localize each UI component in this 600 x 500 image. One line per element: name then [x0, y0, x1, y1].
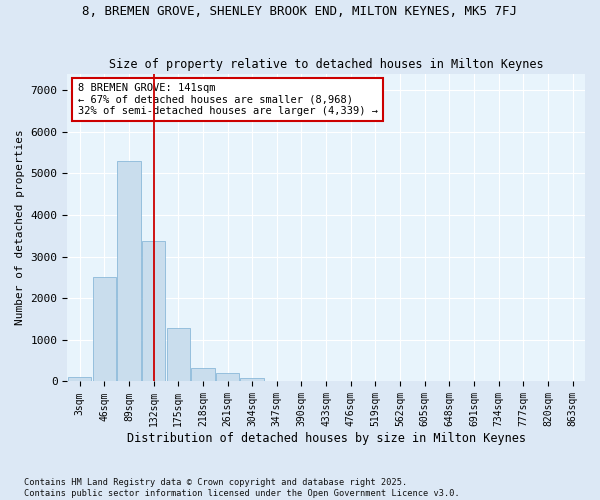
- Bar: [216, 373, 239, 382]
- Bar: [167, 328, 190, 382]
- Bar: [241, 378, 264, 382]
- X-axis label: Distribution of detached houses by size in Milton Keynes: Distribution of detached houses by size …: [127, 432, 526, 445]
- Bar: [92, 278, 116, 382]
- Title: Size of property relative to detached houses in Milton Keynes: Size of property relative to detached ho…: [109, 58, 544, 71]
- Text: 8, BREMEN GROVE, SHENLEY BROOK END, MILTON KEYNES, MK5 7FJ: 8, BREMEN GROVE, SHENLEY BROOK END, MILT…: [83, 5, 517, 18]
- Bar: [191, 368, 215, 382]
- Bar: [142, 241, 165, 382]
- Text: 8 BREMEN GROVE: 141sqm
← 67% of detached houses are smaller (8,968)
32% of semi-: 8 BREMEN GROVE: 141sqm ← 67% of detached…: [77, 83, 377, 116]
- Text: Contains HM Land Registry data © Crown copyright and database right 2025.
Contai: Contains HM Land Registry data © Crown c…: [24, 478, 460, 498]
- Y-axis label: Number of detached properties: Number of detached properties: [15, 130, 25, 326]
- Bar: [265, 380, 289, 382]
- Bar: [68, 378, 91, 382]
- Bar: [117, 161, 140, 382]
